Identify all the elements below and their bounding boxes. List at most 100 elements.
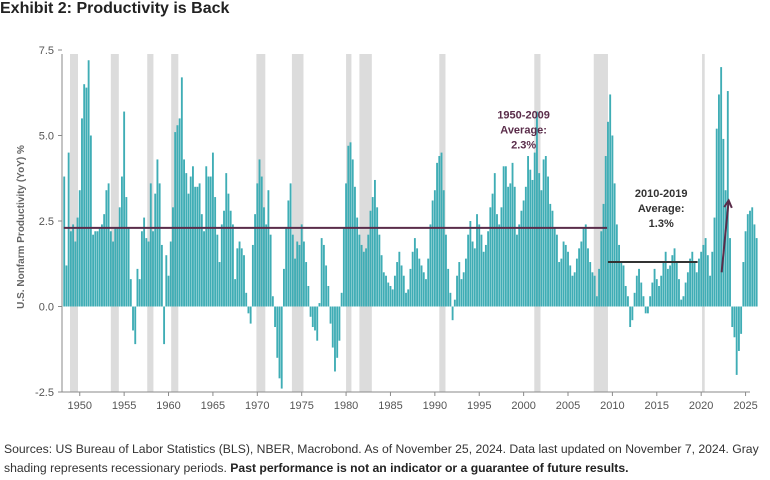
data-bar: [624, 285, 627, 307]
data-bar: [123, 111, 126, 307]
data-bar: [713, 217, 716, 307]
data-bar: [165, 255, 168, 307]
data-bar: [709, 275, 711, 307]
data-bar: [407, 289, 410, 307]
data-bar: [598, 268, 601, 307]
data-bar: [553, 227, 556, 307]
data-bar: [274, 306, 276, 328]
data-bar: [498, 224, 501, 307]
data-bar: [302, 241, 305, 307]
data-bar: [96, 231, 99, 307]
data-bar: [464, 258, 467, 307]
data-bar: [507, 186, 510, 307]
data-bar: [587, 248, 589, 307]
data-bar: [196, 186, 199, 307]
annotation-line: 2.3%: [511, 139, 536, 151]
data-bar: [511, 162, 514, 307]
data-bar: [595, 296, 598, 307]
data-bar: [453, 299, 456, 307]
data-bar: [163, 306, 166, 345]
x-tick-label: 1975: [289, 400, 313, 412]
y-tick-label: 0.0: [39, 302, 54, 314]
data-bar: [473, 248, 476, 307]
data-bar: [540, 190, 543, 307]
data-bar: [158, 183, 161, 307]
data-bar: [362, 251, 365, 307]
data-bar: [746, 214, 749, 307]
data-bar: [322, 244, 325, 307]
data-bar: [433, 190, 436, 307]
data-bar: [263, 207, 265, 307]
data-bar: [172, 207, 174, 307]
data-bar: [309, 306, 312, 317]
data-bar: [742, 262, 745, 307]
data-bar: [347, 145, 350, 307]
data-bar: [753, 224, 756, 307]
data-bar: [500, 207, 503, 307]
data-bar: [198, 183, 201, 307]
data-bar: [116, 227, 119, 307]
x-tick-label: 2010: [600, 400, 624, 412]
data-bar: [409, 268, 412, 307]
data-bar: [518, 224, 521, 307]
data-bar: [451, 306, 454, 321]
data-bar: [607, 121, 609, 307]
data-bar: [482, 251, 485, 307]
data-bar: [447, 268, 450, 307]
data-bar: [382, 272, 385, 307]
data-bar: [94, 231, 97, 307]
data-bar: [101, 224, 103, 307]
data-bar: [413, 238, 416, 307]
y-tick-label: 5.0: [39, 131, 54, 143]
data-bar: [504, 166, 507, 307]
data-bar: [203, 231, 205, 307]
data-bar: [702, 244, 705, 307]
x-tick-label: 2020: [689, 400, 713, 412]
data-bar: [389, 285, 392, 307]
data-bar: [471, 241, 474, 307]
data-bar: [387, 282, 390, 307]
data-bar: [223, 210, 225, 307]
data-bar: [314, 306, 316, 331]
data-bar: [369, 210, 372, 307]
data-bar: [666, 268, 669, 307]
data-bar: [336, 306, 339, 358]
data-bar: [216, 234, 219, 307]
data-bar: [678, 279, 680, 307]
uptrend-arrow-icon: [723, 198, 733, 209]
data-bar: [724, 190, 727, 307]
data-bar: [658, 285, 660, 307]
data-bar: [92, 234, 95, 307]
data-bar: [398, 251, 401, 307]
data-bar: [260, 176, 263, 307]
data-bar: [584, 224, 587, 307]
data-bar: [129, 279, 132, 307]
data-bar: [618, 244, 620, 307]
data-bar: [371, 197, 374, 307]
data-bar: [365, 248, 367, 307]
data-bar: [342, 227, 345, 307]
y-tick-label: -2.5: [35, 387, 54, 399]
data-bar: [436, 162, 439, 307]
data-bar: [442, 190, 445, 307]
data-bar: [300, 224, 303, 307]
data-bar: [231, 224, 234, 307]
data-bar: [516, 234, 518, 307]
y-tick-label: 2.5: [39, 216, 54, 228]
data-bar: [360, 244, 363, 307]
x-tick-label: 2015: [645, 400, 669, 412]
data-bar: [356, 217, 359, 307]
data-bar: [651, 282, 654, 307]
data-bar: [118, 207, 121, 307]
data-bar: [635, 275, 638, 307]
x-tick-label: 1970: [245, 400, 269, 412]
x-tick-label: 2005: [556, 400, 580, 412]
data-bar: [189, 176, 192, 307]
data-bar: [107, 183, 110, 307]
data-bar: [185, 173, 188, 307]
data-bar: [234, 279, 237, 307]
data-bar: [529, 169, 532, 307]
data-bar: [551, 210, 554, 307]
footnote-disclaimer: Past performance is not an indicator or …: [230, 461, 629, 475]
data-bar: [85, 87, 88, 307]
